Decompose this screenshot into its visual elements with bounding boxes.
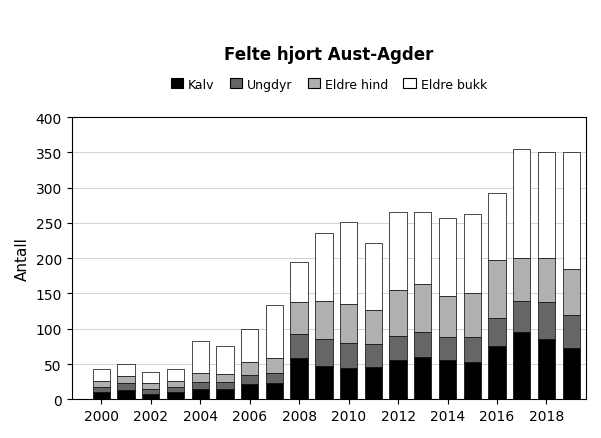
Bar [513, 258, 530, 301]
Bar [192, 373, 209, 382]
Title: Felte hjort Aust-Agder: Felte hjort Aust-Agder [224, 46, 433, 64]
Bar [365, 311, 382, 344]
Bar [563, 153, 580, 269]
Bar [117, 390, 135, 399]
Bar [167, 381, 184, 387]
Bar [463, 362, 481, 399]
Bar [513, 301, 530, 332]
Bar [489, 194, 505, 261]
Bar [290, 262, 308, 302]
Bar [414, 332, 432, 357]
Bar [167, 387, 184, 392]
Bar [316, 366, 332, 399]
Bar [266, 373, 283, 383]
Bar [463, 337, 481, 362]
Bar [489, 261, 505, 318]
Bar [389, 336, 407, 360]
Bar [439, 219, 456, 297]
Bar [216, 382, 234, 389]
Bar [117, 383, 135, 390]
Bar [414, 213, 432, 285]
Bar [563, 349, 580, 399]
Bar [266, 306, 283, 359]
Bar [290, 334, 308, 359]
Bar [241, 375, 258, 384]
Bar [290, 302, 308, 334]
Bar [538, 339, 555, 399]
Bar [216, 389, 234, 399]
Bar [340, 343, 357, 367]
Bar [117, 376, 135, 383]
Bar [340, 223, 357, 304]
Bar [192, 389, 209, 399]
Bar [365, 243, 382, 311]
Bar [93, 387, 110, 392]
Bar [266, 383, 283, 399]
Bar [241, 384, 258, 399]
Bar [489, 346, 505, 399]
Bar [439, 297, 456, 337]
Bar [266, 359, 283, 373]
Bar [142, 373, 159, 383]
Legend: Kalv, Ungdyr, Eldre hind, Eldre bukk: Kalv, Ungdyr, Eldre hind, Eldre bukk [166, 73, 492, 96]
Bar [117, 364, 135, 376]
Bar [439, 337, 456, 360]
Bar [538, 258, 555, 302]
Bar [365, 367, 382, 399]
Bar [241, 362, 258, 375]
Bar [463, 294, 481, 337]
Bar [216, 346, 234, 374]
Bar [389, 290, 407, 336]
Bar [563, 269, 580, 315]
Bar [414, 285, 432, 332]
Bar [389, 360, 407, 399]
Bar [439, 360, 456, 399]
Bar [93, 381, 110, 387]
Bar [142, 389, 159, 394]
Bar [216, 374, 234, 382]
Bar [167, 369, 184, 381]
Bar [538, 302, 555, 339]
Bar [316, 301, 332, 339]
Bar [389, 213, 407, 290]
Bar [463, 214, 481, 294]
Bar [142, 394, 159, 399]
Bar [93, 369, 110, 381]
Bar [142, 383, 159, 389]
Bar [414, 357, 432, 399]
Bar [316, 339, 332, 366]
Bar [241, 329, 258, 362]
Y-axis label: Antall: Antall [15, 237, 30, 280]
Bar [489, 318, 505, 346]
Bar [340, 304, 357, 343]
Bar [365, 344, 382, 367]
Bar [167, 392, 184, 399]
Bar [563, 315, 580, 349]
Bar [538, 153, 555, 258]
Bar [513, 149, 530, 258]
Bar [290, 359, 308, 399]
Bar [192, 382, 209, 389]
Bar [93, 392, 110, 399]
Bar [316, 234, 332, 301]
Bar [340, 367, 357, 399]
Bar [192, 342, 209, 373]
Bar [513, 332, 530, 399]
